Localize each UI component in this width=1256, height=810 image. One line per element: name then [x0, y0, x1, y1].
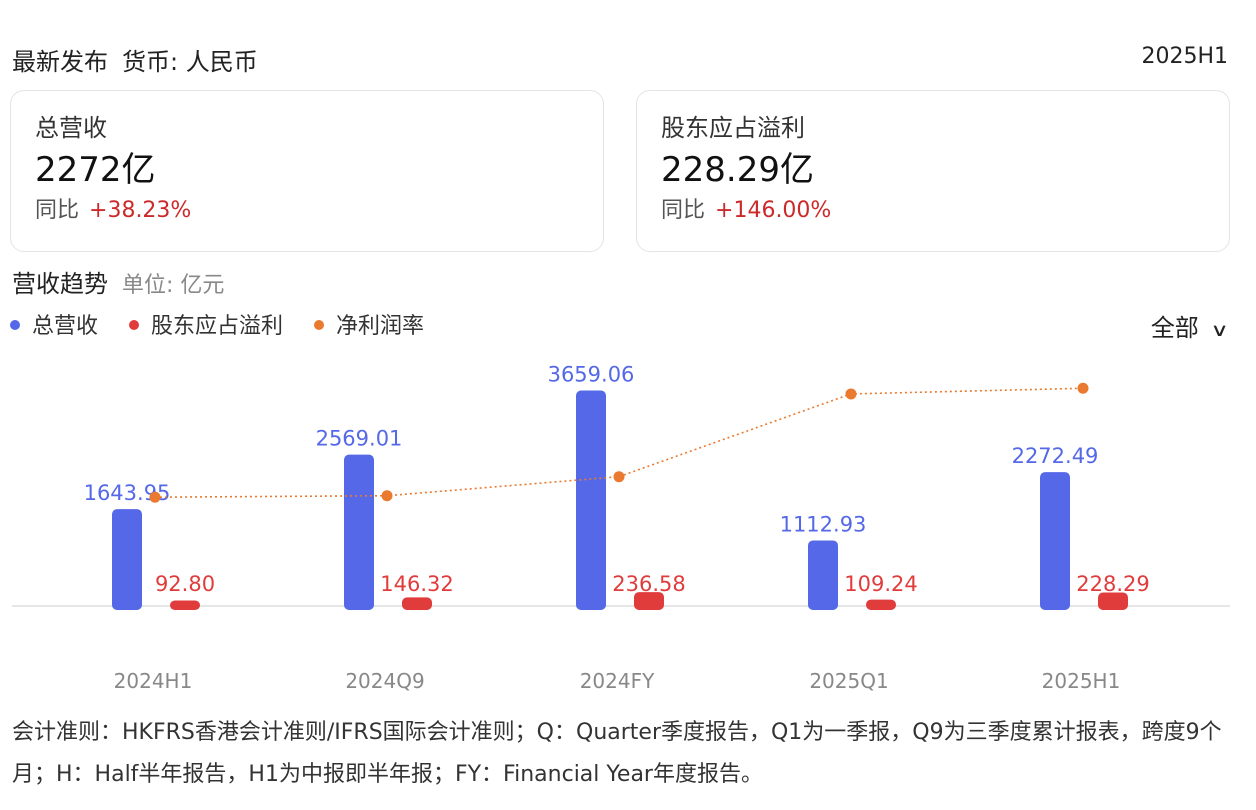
profit-value-label: 236.58 — [612, 572, 685, 596]
profit-bar — [866, 599, 896, 610]
profit-value-label: 92.80 — [155, 572, 215, 596]
profit-bar — [1098, 592, 1128, 610]
profit-value-label: 146.32 — [380, 572, 453, 596]
latest-label: 最新发布 — [12, 48, 108, 76]
legend-dot-profit — [129, 320, 140, 330]
net-margin-point — [149, 491, 161, 503]
net-margin-point — [1077, 382, 1089, 394]
net-margin-point — [381, 490, 393, 502]
trend-chart: 1643.9592.802024H12569.01146.322024Q9365… — [12, 362, 1230, 693]
net-margin-point — [845, 388, 857, 400]
profit-value-label: 109.24 — [844, 572, 917, 596]
revenue-yoy-label: 同比 — [35, 198, 80, 223]
legend-item-profit[interactable]: 股东应占溢利 — [129, 308, 283, 340]
profit-card-yoy: 同比 +146.00% — [661, 195, 1205, 227]
profit-card[interactable]: 股东应占溢利 228.29亿 同比 +146.00% — [636, 90, 1230, 252]
revenue-card-label: 总营收 — [35, 114, 107, 142]
revenue-yoy-value: +38.23% — [89, 198, 192, 223]
currency-label: 货币: 人民币 — [122, 48, 258, 76]
legend-item-margin[interactable]: 净利润率 — [314, 308, 424, 340]
legend-label-revenue: 总营收 — [32, 314, 99, 339]
x-tick-label: 2025Q1 — [809, 669, 888, 693]
chevron-down-icon: ∨ — [1210, 320, 1229, 341]
revenue-bar — [808, 540, 838, 610]
revenue-value-label: 1112.93 — [780, 512, 867, 536]
footnote: 会计准则：HKFRS香港会计准则/IFRS国际会计准则；Q：Quarter季度报… — [12, 720, 1222, 787]
period-label: 2025H1 — [1141, 44, 1228, 69]
revenue-bar — [112, 509, 142, 610]
profit-yoy-value: +146.00% — [715, 198, 832, 223]
x-tick-label: 2025H1 — [1042, 669, 1121, 693]
profit-bar — [634, 592, 664, 610]
trend-title: 营收趋势 单位: 亿元 — [12, 264, 224, 299]
header: 最新发布 货币: 人民币 2025H1 — [12, 42, 1228, 76]
revenue-card-yoy: 同比 +38.23% — [35, 195, 579, 227]
revenue-card-value: 2272亿 — [35, 150, 156, 190]
header-left: 最新发布 货币: 人民币 — [12, 42, 272, 77]
revenue-value-label: 2569.01 — [316, 427, 403, 451]
trend-unit: 单位: 亿元 — [122, 273, 225, 298]
x-tick-label: 2024FY — [580, 669, 655, 693]
x-tick-label: 2024H1 — [114, 669, 193, 693]
profit-card-label: 股东应占溢利 — [661, 114, 805, 142]
trend-title-text: 营收趋势 — [12, 270, 108, 298]
profit-value-label: 228.29 — [1076, 572, 1149, 596]
legend-dot-margin — [314, 320, 325, 330]
revenue-bar — [576, 390, 606, 610]
legend-label-profit: 股东应占溢利 — [151, 314, 284, 339]
legend-label-margin: 净利润率 — [336, 314, 425, 339]
revenue-bar — [344, 454, 374, 610]
x-tick-label: 2024Q9 — [345, 669, 424, 693]
chart-legend: 总营收 股东应占溢利 净利润率 — [10, 308, 448, 340]
filter-label: 全部 — [1150, 314, 1199, 342]
revenue-card[interactable]: 总营收 2272亿 同比 +38.23% — [10, 90, 604, 252]
legend-dot-revenue — [10, 320, 20, 330]
net-margin-point — [613, 471, 625, 483]
revenue-bar — [1040, 472, 1070, 610]
legend-item-revenue[interactable]: 总营收 — [10, 308, 98, 340]
profit-card-value: 228.29亿 — [661, 150, 814, 190]
revenue-value-label: 3659.06 — [548, 362, 635, 386]
revenue-value-label: 2272.49 — [1012, 444, 1099, 468]
profit-bar — [170, 600, 200, 610]
profit-yoy-label: 同比 — [661, 198, 706, 223]
period-filter-dropdown[interactable]: 全部 ∨ — [1150, 308, 1229, 343]
profit-bar — [402, 597, 432, 610]
